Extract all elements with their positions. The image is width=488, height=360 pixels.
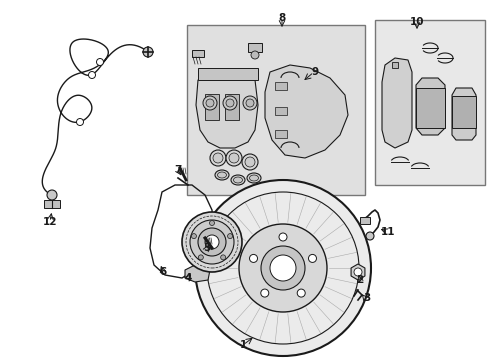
Circle shape — [88, 72, 95, 78]
Circle shape — [209, 150, 225, 166]
Bar — [451, 96, 475, 128]
Circle shape — [269, 255, 295, 281]
Bar — [247, 43, 262, 52]
Bar — [186, 25, 364, 195]
Circle shape — [182, 212, 242, 272]
Text: 5: 5 — [203, 243, 210, 253]
Ellipse shape — [246, 173, 261, 183]
Ellipse shape — [215, 170, 228, 180]
Circle shape — [96, 58, 103, 66]
Polygon shape — [184, 265, 209, 282]
Text: 6: 6 — [159, 267, 166, 277]
Text: 9: 9 — [311, 67, 318, 77]
Text: 2: 2 — [356, 275, 363, 285]
Circle shape — [242, 154, 258, 170]
Polygon shape — [451, 88, 475, 140]
Polygon shape — [196, 72, 258, 148]
Circle shape — [195, 180, 370, 356]
Circle shape — [190, 220, 234, 264]
Circle shape — [223, 96, 237, 110]
Text: 3: 3 — [363, 293, 370, 303]
Circle shape — [279, 233, 286, 241]
Bar — [192, 50, 203, 57]
Polygon shape — [381, 58, 411, 148]
Circle shape — [220, 255, 225, 260]
Ellipse shape — [230, 175, 244, 185]
Circle shape — [239, 224, 326, 312]
Circle shape — [76, 118, 83, 126]
Circle shape — [250, 51, 259, 59]
Circle shape — [227, 234, 232, 239]
Circle shape — [244, 157, 254, 167]
Circle shape — [205, 99, 214, 107]
Bar — [198, 68, 258, 80]
Bar — [204, 94, 219, 120]
Bar — [224, 94, 239, 120]
Text: 8: 8 — [278, 13, 285, 23]
Text: 1: 1 — [239, 340, 246, 350]
Circle shape — [47, 190, 57, 200]
Circle shape — [225, 99, 234, 107]
Circle shape — [228, 153, 239, 163]
Bar — [274, 130, 286, 138]
Circle shape — [198, 255, 203, 260]
Text: 11: 11 — [380, 227, 394, 237]
Bar — [44, 200, 60, 208]
Text: 10: 10 — [409, 17, 424, 27]
Polygon shape — [391, 62, 397, 68]
Circle shape — [249, 255, 257, 262]
Ellipse shape — [233, 177, 242, 183]
Circle shape — [353, 268, 361, 276]
Polygon shape — [415, 78, 444, 135]
Text: 12: 12 — [42, 217, 57, 227]
Circle shape — [209, 220, 214, 225]
Bar — [274, 107, 286, 115]
Circle shape — [191, 234, 196, 239]
Text: 7: 7 — [174, 165, 182, 175]
Circle shape — [297, 289, 305, 297]
Circle shape — [243, 96, 257, 110]
Bar — [359, 217, 369, 224]
Circle shape — [204, 235, 219, 249]
Circle shape — [142, 47, 153, 57]
Circle shape — [213, 153, 223, 163]
Circle shape — [365, 232, 373, 240]
Circle shape — [203, 96, 217, 110]
Bar — [415, 88, 444, 128]
Circle shape — [260, 289, 268, 297]
Circle shape — [261, 246, 305, 290]
Polygon shape — [264, 65, 347, 158]
Ellipse shape — [217, 172, 226, 178]
Circle shape — [225, 150, 242, 166]
Circle shape — [245, 99, 253, 107]
Bar — [374, 20, 484, 185]
Circle shape — [198, 228, 225, 256]
Bar — [274, 82, 286, 90]
Text: 4: 4 — [184, 273, 191, 283]
Ellipse shape — [249, 175, 258, 181]
Circle shape — [308, 255, 316, 262]
